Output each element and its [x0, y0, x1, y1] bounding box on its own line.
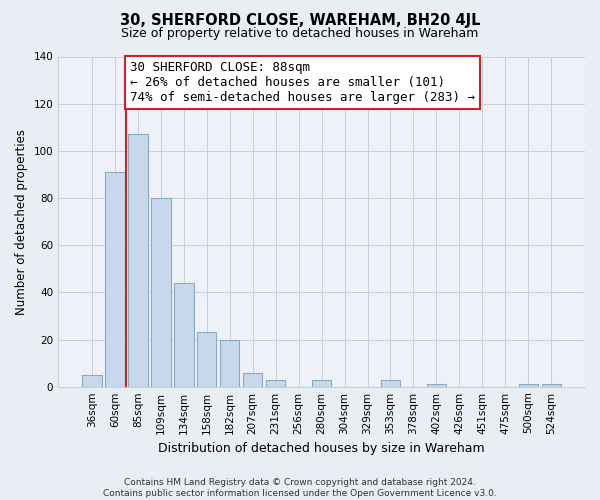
- Text: 30, SHERFORD CLOSE, WAREHAM, BH20 4JL: 30, SHERFORD CLOSE, WAREHAM, BH20 4JL: [120, 12, 480, 28]
- Bar: [105, 172, 125, 386]
- Y-axis label: Number of detached properties: Number of detached properties: [15, 128, 28, 314]
- Bar: [128, 134, 148, 386]
- Bar: [427, 384, 446, 386]
- Bar: [174, 283, 194, 387]
- Bar: [312, 380, 331, 386]
- Text: Contains HM Land Registry data © Crown copyright and database right 2024.
Contai: Contains HM Land Registry data © Crown c…: [103, 478, 497, 498]
- X-axis label: Distribution of detached houses by size in Wareham: Distribution of detached houses by size …: [158, 442, 485, 455]
- Bar: [542, 384, 561, 386]
- Bar: [151, 198, 170, 386]
- Text: Size of property relative to detached houses in Wareham: Size of property relative to detached ho…: [121, 28, 479, 40]
- Bar: [266, 380, 286, 386]
- Text: 30 SHERFORD CLOSE: 88sqm
← 26% of detached houses are smaller (101)
74% of semi-: 30 SHERFORD CLOSE: 88sqm ← 26% of detach…: [130, 61, 475, 104]
- Bar: [197, 332, 217, 386]
- Bar: [243, 372, 262, 386]
- Bar: [82, 375, 101, 386]
- Bar: [220, 340, 239, 386]
- Bar: [381, 380, 400, 386]
- Bar: [518, 384, 538, 386]
